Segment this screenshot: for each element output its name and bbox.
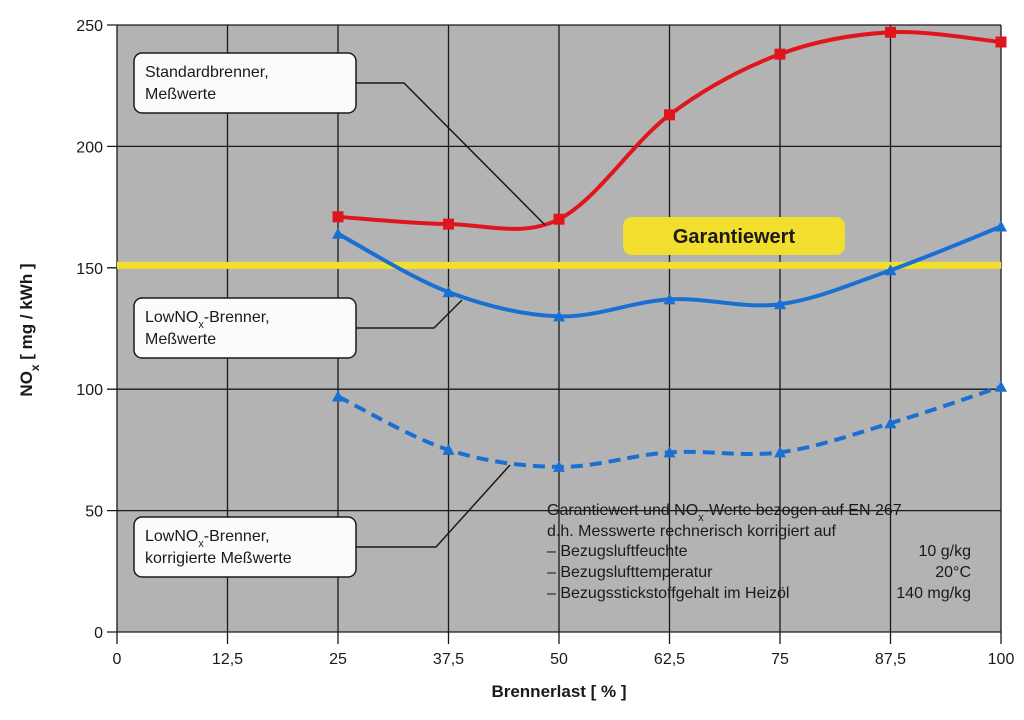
x-tick-label: 50 bbox=[550, 651, 568, 668]
data-point bbox=[332, 390, 344, 402]
series-label-line: Meßwerte bbox=[145, 86, 216, 103]
data-point bbox=[995, 380, 1007, 392]
series-label-line: LowNOx-Brenner, bbox=[145, 528, 270, 550]
data-point bbox=[553, 213, 565, 225]
data-point bbox=[885, 26, 896, 38]
data-point bbox=[332, 227, 344, 239]
data-point bbox=[884, 417, 897, 429]
x-tick-label: 25 bbox=[329, 651, 347, 668]
garantiewert-line-group: Garantiewert bbox=[117, 217, 1001, 269]
data-point bbox=[332, 211, 344, 223]
garantiewert-label: Garantiewert bbox=[673, 226, 796, 248]
annotation-row-label: – Bezugsstickstoffgehalt im Heizöl bbox=[547, 585, 789, 602]
data-point bbox=[663, 293, 676, 305]
data-point bbox=[995, 220, 1007, 232]
data-point bbox=[774, 446, 786, 458]
series-label-line: Meßwerte bbox=[145, 331, 216, 348]
x-tick-label: 87,5 bbox=[875, 651, 906, 668]
x-tick-label: 0 bbox=[113, 651, 122, 668]
x-tick-label: 62,5 bbox=[654, 651, 685, 668]
y-tick-label: 200 bbox=[76, 139, 103, 156]
annotation-row-value: 10 g/kg bbox=[919, 543, 971, 560]
x-tick-label: 12,5 bbox=[212, 651, 243, 668]
series-labels: Standardbrenner,MeßwerteLowNOx-Brenner,M… bbox=[133, 52, 546, 578]
y-tick-label: 100 bbox=[76, 382, 103, 399]
series-label-line: korrigierte Meßwerte bbox=[145, 550, 292, 567]
annotation-line-1: Garantiewert und NOx-Werte bezogen auf E… bbox=[547, 502, 902, 524]
x-tick-label: 75 bbox=[771, 651, 789, 668]
y-axis-label: NOx [ mg / kWh ] bbox=[17, 263, 42, 396]
garantiewert-badge bbox=[623, 217, 845, 255]
leader-line bbox=[356, 464, 511, 548]
data-point bbox=[995, 36, 1007, 48]
x-tick-label: 100 bbox=[988, 651, 1015, 668]
series-label-line: LowNOx-Brenner, bbox=[145, 309, 270, 331]
series-label-box bbox=[133, 52, 357, 114]
data-point bbox=[774, 48, 786, 60]
data-point bbox=[442, 286, 455, 298]
x-tick-labels: 0 12,5 25 37,5 50 62,5 75 87,5 100 bbox=[113, 651, 1015, 668]
x-tick-label: 37,5 bbox=[433, 651, 464, 668]
data-point bbox=[442, 443, 455, 455]
y-tick-label: 50 bbox=[85, 504, 103, 521]
annotation-row-value: 20°C bbox=[935, 564, 971, 581]
series-group bbox=[332, 26, 1007, 472]
data-point bbox=[553, 460, 565, 472]
data-point bbox=[774, 298, 786, 310]
annotation-row-label: – Bezugslufttemperatur bbox=[547, 564, 713, 581]
annotation-text: Garantiewert und NOx-Werte bezogen auf E… bbox=[547, 502, 971, 602]
series-label-box bbox=[133, 297, 357, 359]
data-point bbox=[663, 446, 676, 458]
leader-line bbox=[356, 82, 546, 226]
grid-lines bbox=[107, 24, 1002, 644]
data-point bbox=[664, 109, 675, 121]
x-axis-label: Brennerlast [ % ] bbox=[491, 682, 626, 701]
y-tick-label: 250 bbox=[76, 18, 103, 35]
annotation-line-2: d.h. Messwerte rechnerisch korrigiert au… bbox=[547, 523, 837, 540]
y-tick-label: 150 bbox=[76, 261, 103, 278]
series-label-box bbox=[133, 516, 357, 578]
data-point bbox=[884, 264, 897, 276]
leader-line bbox=[356, 299, 463, 329]
data-point bbox=[443, 218, 454, 230]
annotation-row-label: – Bezugsluftfeuchte bbox=[547, 543, 688, 560]
annotation-row-value: 140 mg/kg bbox=[896, 585, 971, 602]
y-tick-label: 0 bbox=[94, 625, 103, 642]
y-tick-labels: 0 50 100 150 200 250 bbox=[76, 18, 103, 642]
series-label-line: Standardbrenner, bbox=[145, 64, 269, 81]
data-point bbox=[553, 310, 565, 322]
